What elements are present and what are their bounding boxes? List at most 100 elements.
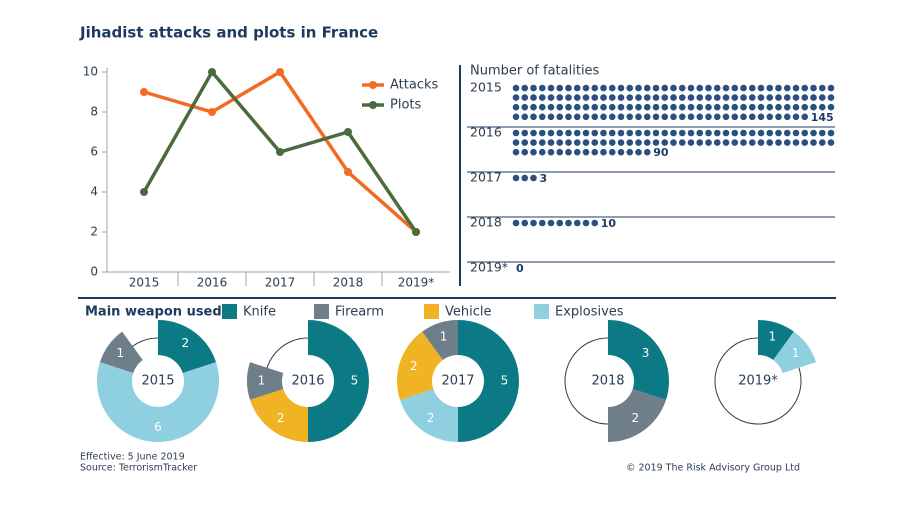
- dot: [591, 219, 599, 227]
- legend-swatch: [424, 304, 439, 319]
- dot: [547, 84, 555, 92]
- dot: [538, 113, 546, 121]
- dot: [652, 103, 660, 111]
- segment-label: 1: [792, 346, 800, 360]
- dot: [731, 113, 739, 121]
- legend-label: Plots: [390, 98, 422, 113]
- dot: [748, 94, 756, 101]
- dot: [582, 103, 590, 111]
- point: [208, 108, 216, 116]
- dot: [538, 148, 546, 156]
- dot: [713, 129, 721, 137]
- dot: [696, 84, 704, 92]
- dot: [670, 94, 677, 101]
- dot: [678, 103, 686, 111]
- dot-group: [512, 129, 835, 156]
- dot: [512, 84, 520, 92]
- dot: [538, 219, 546, 227]
- donut-segment: [399, 389, 458, 442]
- dot: [775, 113, 782, 121]
- dot: [661, 113, 669, 121]
- dot: [731, 94, 739, 101]
- x-tick-label: 2016: [197, 276, 228, 290]
- legend-swatch: [314, 304, 329, 319]
- dot: [530, 139, 537, 146]
- dot: [670, 139, 677, 146]
- dot: [626, 94, 634, 101]
- donut-segment: [308, 320, 369, 442]
- copyright: © 2019 The Risk Advisory Group Ltd: [626, 463, 800, 474]
- dot: [792, 94, 800, 101]
- dot: [757, 129, 765, 137]
- dot: [713, 139, 721, 146]
- dot: [556, 113, 564, 121]
- dot: [792, 129, 800, 137]
- dot: [678, 94, 686, 101]
- dot: [722, 129, 730, 137]
- dot: [565, 129, 572, 137]
- dot: [600, 103, 607, 111]
- value-label: 90: [653, 146, 669, 159]
- dot: [565, 148, 572, 156]
- dot: [521, 219, 529, 227]
- dot: [547, 94, 555, 101]
- value-label: 0: [516, 262, 524, 275]
- point: [208, 68, 216, 76]
- dot: [696, 139, 704, 146]
- dot: [740, 103, 747, 111]
- dot: [801, 129, 809, 137]
- dot: [521, 148, 529, 156]
- dot: [722, 113, 730, 121]
- dot: [565, 84, 572, 92]
- dot: [792, 84, 800, 92]
- dot: [521, 113, 529, 121]
- dot: [530, 174, 537, 182]
- row-label: 2016: [470, 125, 502, 140]
- dot: [547, 139, 555, 146]
- dot: [530, 219, 537, 227]
- segment-label: 1: [440, 329, 448, 343]
- donut-segment: [608, 320, 669, 400]
- dot: [810, 84, 817, 92]
- dot: [565, 219, 572, 227]
- donut-segment: [158, 320, 217, 373]
- dot: [608, 113, 616, 121]
- dot: [547, 113, 555, 121]
- dot: [748, 139, 756, 146]
- dot: [573, 129, 581, 137]
- dot: [731, 139, 739, 146]
- donut-segment: [773, 331, 817, 373]
- dot: [635, 139, 642, 146]
- dot: [512, 94, 520, 101]
- dot: [661, 103, 669, 111]
- dot: [600, 129, 607, 137]
- dot: [740, 129, 747, 137]
- dot: [652, 139, 660, 146]
- dot: [652, 129, 660, 137]
- dot: [748, 103, 756, 111]
- dot: [801, 84, 809, 92]
- dot: [783, 139, 791, 146]
- dot: [678, 113, 686, 121]
- dot: [748, 129, 756, 137]
- segment-label: 3: [642, 346, 650, 360]
- dot: [556, 148, 564, 156]
- dot: [573, 113, 581, 121]
- dot: [810, 94, 817, 101]
- segment-label: 2: [277, 411, 285, 425]
- donut-segment: [422, 320, 458, 360]
- dot: [591, 139, 599, 146]
- row-label: 2015: [470, 80, 502, 95]
- dot: [538, 103, 546, 111]
- dot: [547, 219, 555, 227]
- dot: [775, 129, 782, 137]
- segment-label: 5: [501, 374, 509, 388]
- dot: [530, 113, 537, 121]
- dot: [565, 94, 572, 101]
- point: [276, 68, 284, 76]
- dot: [591, 94, 599, 101]
- dot: [713, 94, 721, 101]
- value-label: 3: [540, 172, 548, 185]
- dot: [643, 139, 651, 146]
- dot: [635, 94, 642, 101]
